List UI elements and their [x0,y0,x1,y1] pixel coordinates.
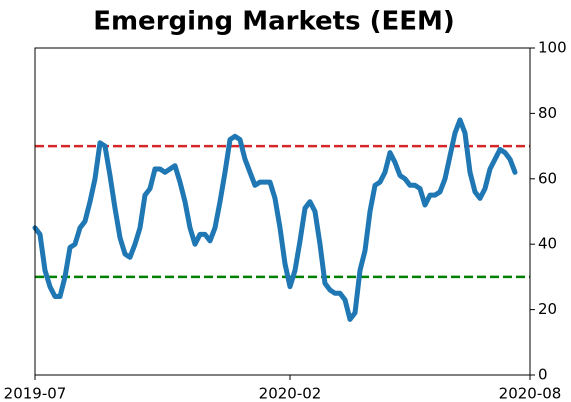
y-tick-label: 40 [538,235,557,253]
y-tick-label: 60 [538,169,557,187]
y-tick-label: 20 [538,300,557,318]
chart-title: Emerging Markets (EEM) [93,7,455,37]
y-tick-label: 80 [538,104,557,122]
data-line [32,117,518,322]
x-tick-label: 2020-08 [499,385,562,402]
x-tick-label: 2019-07 [4,385,67,402]
plot-frame [34,47,531,376]
x-tick-label: 2020-02 [259,385,322,402]
y-tick-label: 0 [538,366,548,384]
y-tick-label: 100 [538,39,567,57]
